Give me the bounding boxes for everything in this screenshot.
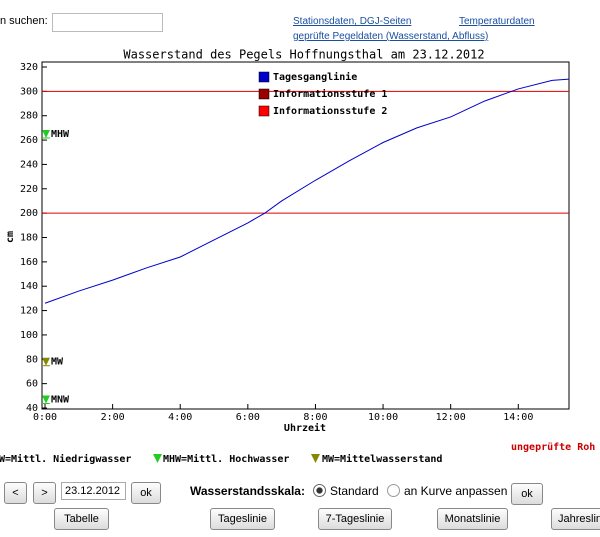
footer-legend-text: MW=Mittelwasserstand	[322, 453, 442, 465]
x-tick-label: 2:00	[101, 412, 125, 423]
data-line	[44, 78, 570, 304]
y-tick-label: 200	[20, 208, 38, 219]
x-tick-label: 14:00	[503, 412, 533, 423]
legend-label: Informationsstufe 1	[273, 88, 387, 100]
radio-label: an Kurve anpassen	[404, 484, 508, 498]
y-tick-label: 300	[20, 86, 38, 97]
y-tick-label: 140	[20, 281, 38, 292]
y-axis-label: cm	[5, 231, 16, 243]
legend-swatch	[258, 71, 270, 83]
marker-triangle	[42, 357, 50, 366]
x-tick-label: 0:00	[33, 412, 57, 423]
y-tick-label: 180	[20, 233, 38, 244]
nav-button[interactable]: Monatslinie	[437, 508, 508, 530]
x-tick-label: 4:00	[168, 412, 192, 423]
y-tick-label: 320	[20, 62, 38, 73]
footer-legend-text: MHW=Mittl. Hochwasser	[163, 453, 289, 465]
legend-swatch	[258, 105, 270, 117]
y-tick-label: 120	[20, 306, 38, 317]
marker-label: MW	[51, 357, 64, 368]
x-axis-label: Uhrzeit	[284, 422, 326, 434]
legend-swatch	[258, 88, 270, 100]
y-tick-label: 160	[20, 257, 38, 268]
footer-legend-text: W=Mittl. Niedrigwasser	[0, 453, 131, 465]
link[interactable]: Temperaturdaten	[459, 16, 535, 27]
nav-button[interactable]: Jahreslini	[551, 508, 600, 530]
link[interactable]: geprüfte Pegeldaten (Wasserstand, Abflus…	[293, 31, 489, 42]
plot-frame	[41, 61, 570, 410]
search-label: n suchen:	[0, 15, 48, 27]
y-tick-label: 80	[26, 354, 38, 365]
marker-triangle	[42, 395, 50, 404]
date-input[interactable]	[61, 482, 126, 500]
legend-triangle	[153, 454, 162, 463]
chart: Wasserstand des Pegels Hoffnungsthal am …	[0, 48, 595, 466]
legend-triangle	[311, 454, 320, 463]
legend-label: Tagesganglinie	[273, 71, 357, 83]
next-button[interactable]: >	[33, 482, 56, 504]
nav-button[interactable]: Tabelle	[54, 508, 109, 530]
marker-triangle	[42, 129, 50, 138]
x-tick-label: 8:00	[303, 412, 327, 423]
y-tick-label: 280	[20, 111, 38, 122]
link[interactable]: Stationsdaten, DGJ-Seiten	[293, 16, 412, 27]
y-tick-label: 60	[26, 379, 38, 390]
nav-button[interactable]: 7-Tageslinie	[318, 508, 392, 530]
y-tick-label: 260	[20, 135, 38, 146]
radio-fit[interactable]	[387, 484, 400, 497]
marker-label: MNW	[51, 394, 70, 405]
marker-label: MHW	[51, 129, 70, 140]
x-tick-label: 12:00	[436, 412, 466, 423]
status-text: ungeprüfte Roh	[511, 442, 595, 453]
y-tick-label: 40	[26, 403, 38, 414]
legend-label: Informationsstufe 2	[273, 105, 387, 117]
y-tick-label: 100	[20, 330, 38, 341]
scale-label: Wasserstandsskala:	[190, 484, 305, 498]
search-input[interactable]	[52, 13, 163, 32]
y-tick-label: 220	[20, 184, 38, 195]
x-tick-label: 10:00	[368, 412, 398, 423]
nav-button[interactable]: Tageslinie	[210, 508, 275, 530]
x-tick-label: 6:00	[236, 412, 260, 423]
radio-standard[interactable]	[313, 484, 326, 497]
radio-label: Standard	[330, 484, 379, 498]
chart-title: Wasserstand des Pegels Hoffnungsthal am …	[123, 48, 484, 62]
y-tick-label: 240	[20, 159, 38, 170]
ok-button[interactable]: ok	[511, 483, 543, 505]
ok-button[interactable]: ok	[131, 482, 161, 504]
prev-button[interactable]: <	[4, 482, 27, 504]
